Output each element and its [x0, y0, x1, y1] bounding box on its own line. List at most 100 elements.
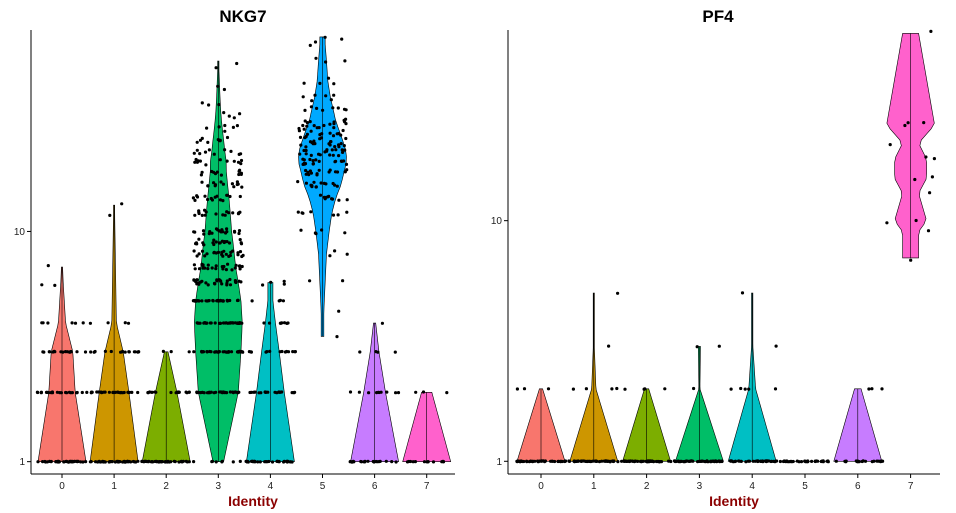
data-point — [627, 459, 631, 463]
data-point — [195, 160, 199, 164]
data-point — [290, 460, 294, 464]
data-point — [906, 121, 910, 125]
y-tick-label: 1 — [19, 457, 25, 468]
data-point — [197, 252, 201, 256]
chart-panel-nkg7: NKG7 0 1 2 3 4 5 6 7 1 10 Identity — [14, 7, 455, 509]
data-point — [46, 321, 50, 325]
data-point — [331, 106, 335, 110]
data-point — [296, 210, 300, 214]
data-point — [214, 264, 218, 268]
data-point — [303, 119, 307, 123]
data-point — [615, 386, 619, 391]
data-point — [108, 460, 112, 464]
data-point — [345, 210, 349, 214]
data-point — [235, 124, 239, 128]
data-point — [79, 460, 83, 464]
data-point — [379, 390, 383, 394]
data-point — [88, 460, 92, 464]
data-point — [737, 459, 742, 463]
data-point — [834, 459, 838, 463]
data-point — [318, 81, 322, 85]
data-point — [236, 251, 240, 255]
data-point — [253, 390, 257, 394]
data-point — [184, 390, 188, 394]
data-point — [265, 350, 269, 354]
data-point — [116, 390, 121, 394]
data-point — [226, 350, 230, 354]
data-point — [163, 460, 167, 464]
data-point — [195, 140, 199, 144]
data-point — [200, 249, 205, 253]
data-point — [298, 152, 302, 156]
data-point — [313, 40, 318, 44]
data-point — [206, 197, 210, 202]
data-point — [327, 170, 331, 174]
data-point — [229, 149, 233, 153]
data-point — [870, 460, 874, 464]
data-point — [212, 181, 216, 185]
data-point — [236, 350, 240, 354]
data-point — [212, 242, 216, 247]
data-point — [299, 143, 303, 147]
data-point — [237, 231, 241, 236]
data-point — [203, 266, 207, 270]
data-point — [579, 459, 583, 463]
data-point — [376, 390, 380, 394]
data-point — [351, 460, 355, 464]
data-point — [343, 231, 347, 235]
data-point — [630, 459, 635, 463]
data-point — [214, 66, 218, 70]
data-point — [304, 145, 308, 149]
data-point — [233, 280, 238, 284]
data-point — [879, 460, 883, 464]
data-point — [57, 460, 62, 464]
data-point — [232, 116, 236, 120]
data-point — [228, 277, 232, 282]
data-point — [197, 211, 201, 216]
data-point — [624, 459, 628, 463]
data-point — [319, 181, 323, 185]
data-point — [127, 391, 131, 395]
data-point — [616, 460, 620, 464]
x-tick-label: 6 — [372, 481, 378, 492]
data-point — [212, 238, 216, 242]
data-point — [238, 238, 242, 242]
y-tick-label: 10 — [491, 216, 503, 227]
data-point — [197, 209, 201, 213]
data-point — [349, 459, 353, 464]
data-point — [221, 182, 225, 186]
data-point — [96, 390, 100, 394]
y-tick-label: 10 — [14, 227, 26, 238]
data-point — [909, 258, 913, 262]
data-point — [73, 321, 78, 325]
data-point — [282, 282, 286, 286]
data-point — [393, 350, 397, 354]
data-point — [225, 391, 229, 395]
data-point — [70, 321, 74, 325]
data-point — [137, 350, 141, 354]
data-point — [333, 145, 337, 149]
data-point — [844, 459, 848, 463]
data-point — [231, 211, 235, 215]
data-point — [774, 344, 778, 348]
data-point — [187, 390, 191, 394]
data-point — [330, 197, 335, 201]
data-point — [192, 263, 196, 267]
data-point — [43, 459, 47, 464]
data-point — [610, 387, 614, 391]
data-point — [556, 459, 560, 463]
data-point — [348, 390, 353, 394]
data-point — [337, 198, 341, 202]
data-point — [192, 230, 196, 234]
data-point — [224, 268, 228, 272]
data-point — [250, 299, 254, 303]
data-point — [200, 180, 204, 184]
data-point — [223, 350, 227, 354]
data-point — [870, 387, 874, 391]
data-point — [314, 185, 318, 189]
data-point — [207, 148, 211, 152]
data-point — [340, 37, 344, 41]
data-point — [261, 283, 265, 287]
data-point — [331, 134, 336, 138]
data-point — [35, 390, 40, 394]
